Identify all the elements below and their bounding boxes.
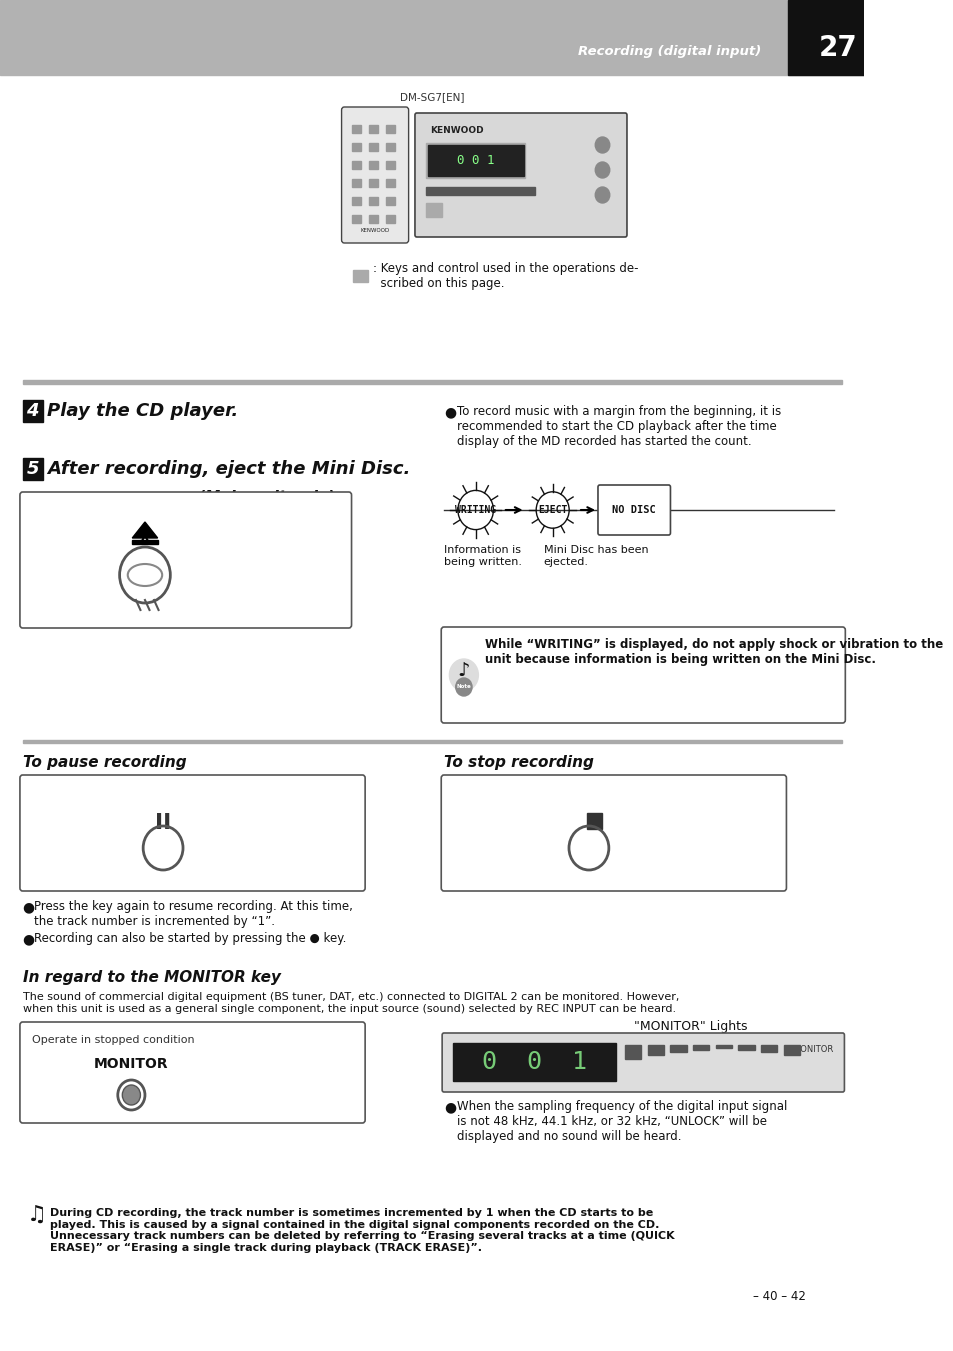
Text: The sound of commercial digital equipment (BS tuner, DAT, etc.) connected to DIG: The sound of commercial digital equipmen… [23, 992, 679, 1013]
Bar [386, 161, 395, 169]
Text: Play the CD player.: Play the CD player. [47, 403, 238, 420]
Text: MONITOR: MONITOR [793, 1046, 833, 1054]
Text: In regard to the MONITOR key: In regard to the MONITOR key [23, 970, 280, 985]
Bar [787, 0, 863, 76]
Bar [0, 0, 863, 76]
FancyBboxPatch shape [20, 775, 365, 892]
Circle shape [449, 659, 477, 690]
Bar [425, 186, 534, 195]
Bar [715, 1046, 731, 1048]
Bar [369, 143, 377, 151]
Bar [353, 270, 368, 282]
FancyBboxPatch shape [598, 485, 670, 535]
Bar [647, 1046, 663, 1055]
FancyBboxPatch shape [441, 1034, 843, 1092]
FancyBboxPatch shape [20, 492, 351, 628]
Bar [351, 161, 360, 169]
Bar [386, 126, 395, 132]
Circle shape [595, 136, 609, 153]
Text: 4: 4 [27, 403, 39, 420]
Text: EJECT: EJECT [537, 505, 567, 515]
Text: WRITING: WRITING [455, 505, 496, 515]
Circle shape [456, 678, 472, 696]
FancyBboxPatch shape [20, 1021, 365, 1123]
FancyBboxPatch shape [415, 113, 626, 236]
Bar [693, 1046, 709, 1050]
Bar [427, 145, 523, 176]
Bar [369, 178, 377, 186]
Text: DM-SG7[EN]: DM-SG7[EN] [399, 92, 464, 101]
Circle shape [595, 162, 609, 178]
FancyBboxPatch shape [441, 627, 844, 723]
Bar [351, 197, 360, 205]
Bar [369, 197, 377, 205]
Bar [386, 178, 395, 186]
Text: Press the key again to resume recording. At this time,
the track number is incre: Press the key again to resume recording.… [34, 900, 353, 928]
Text: Note: Note [456, 685, 471, 689]
Text: (Main unit only): (Main unit only) [198, 490, 335, 505]
Text: – 40 – 42: – 40 – 42 [753, 1290, 805, 1302]
Text: 5: 5 [27, 459, 39, 478]
Text: ●: ● [443, 405, 456, 419]
Text: While “WRITING” is displayed, do not apply shock or vibration to the unit becaus: While “WRITING” is displayed, do not app… [484, 638, 942, 666]
Bar [624, 1046, 640, 1059]
Bar [670, 1046, 686, 1052]
Text: : Keys and control used in the operations de-
  scribed on this page.: : Keys and control used in the operation… [373, 262, 639, 290]
Text: After recording, eject the Mini Disc.: After recording, eject the Mini Disc. [47, 459, 410, 478]
Bar [351, 215, 360, 223]
FancyBboxPatch shape [441, 775, 785, 892]
Text: To stop recording: To stop recording [443, 755, 593, 770]
Text: KENWOOD: KENWOOD [430, 126, 483, 135]
Text: II: II [154, 813, 171, 834]
Text: ♫: ♫ [27, 1205, 47, 1225]
Text: Mini Disc has been
ejected.: Mini Disc has been ejected. [543, 544, 647, 566]
Text: ●: ● [443, 1100, 456, 1115]
Bar [369, 126, 377, 132]
Text: Information is
being written.: Information is being written. [443, 544, 521, 566]
Bar [23, 458, 43, 480]
Bar [23, 380, 841, 384]
Bar [586, 813, 601, 830]
Text: 27: 27 [818, 34, 857, 62]
Text: To record music with a margin from the beginning, it is
recommended to start the: To record music with a margin from the b… [456, 405, 781, 449]
Bar [23, 1200, 841, 1325]
Bar [425, 203, 441, 218]
Text: Recording can also be started by pressing the ● key.: Recording can also be started by pressin… [34, 932, 347, 944]
Text: Recording (digital input): Recording (digital input) [578, 45, 760, 58]
Bar [386, 197, 395, 205]
Bar [23, 400, 43, 422]
Text: 0 0 1: 0 0 1 [456, 154, 494, 168]
Circle shape [595, 186, 609, 203]
Text: To pause recording: To pause recording [23, 755, 186, 770]
Text: ●: ● [23, 900, 34, 915]
Bar [132, 540, 157, 544]
Text: MONITOR: MONITOR [94, 1056, 169, 1071]
Text: NO DISC: NO DISC [612, 505, 656, 515]
Text: 0  0  1: 0 0 1 [481, 1050, 586, 1074]
Bar [386, 215, 395, 223]
Text: During CD recording, the track number is sometimes incremented by 1 when the CD : During CD recording, the track number is… [50, 1208, 674, 1252]
Bar [369, 215, 377, 223]
Text: ♪: ♪ [457, 661, 470, 680]
Bar [351, 143, 360, 151]
Bar [351, 126, 360, 132]
Bar [351, 178, 360, 186]
Text: Operate in stopped condition: Operate in stopped condition [31, 1035, 194, 1046]
Bar [783, 1046, 800, 1055]
Bar [369, 161, 377, 169]
Bar [760, 1046, 777, 1052]
Polygon shape [132, 521, 157, 538]
Text: KENWOOD: KENWOOD [360, 228, 390, 232]
Circle shape [122, 1085, 140, 1105]
Text: When the sampling frequency of the digital input signal
is not 48 kHz, 44.1 kHz,: When the sampling frequency of the digit… [456, 1100, 786, 1143]
Bar [738, 1046, 754, 1050]
FancyBboxPatch shape [341, 107, 408, 243]
Text: ●: ● [23, 932, 34, 946]
Text: "MONITOR" Lights: "MONITOR" Lights [634, 1020, 747, 1034]
Bar [386, 143, 395, 151]
Bar [425, 143, 525, 178]
Bar [23, 740, 841, 743]
Bar [453, 1043, 616, 1081]
